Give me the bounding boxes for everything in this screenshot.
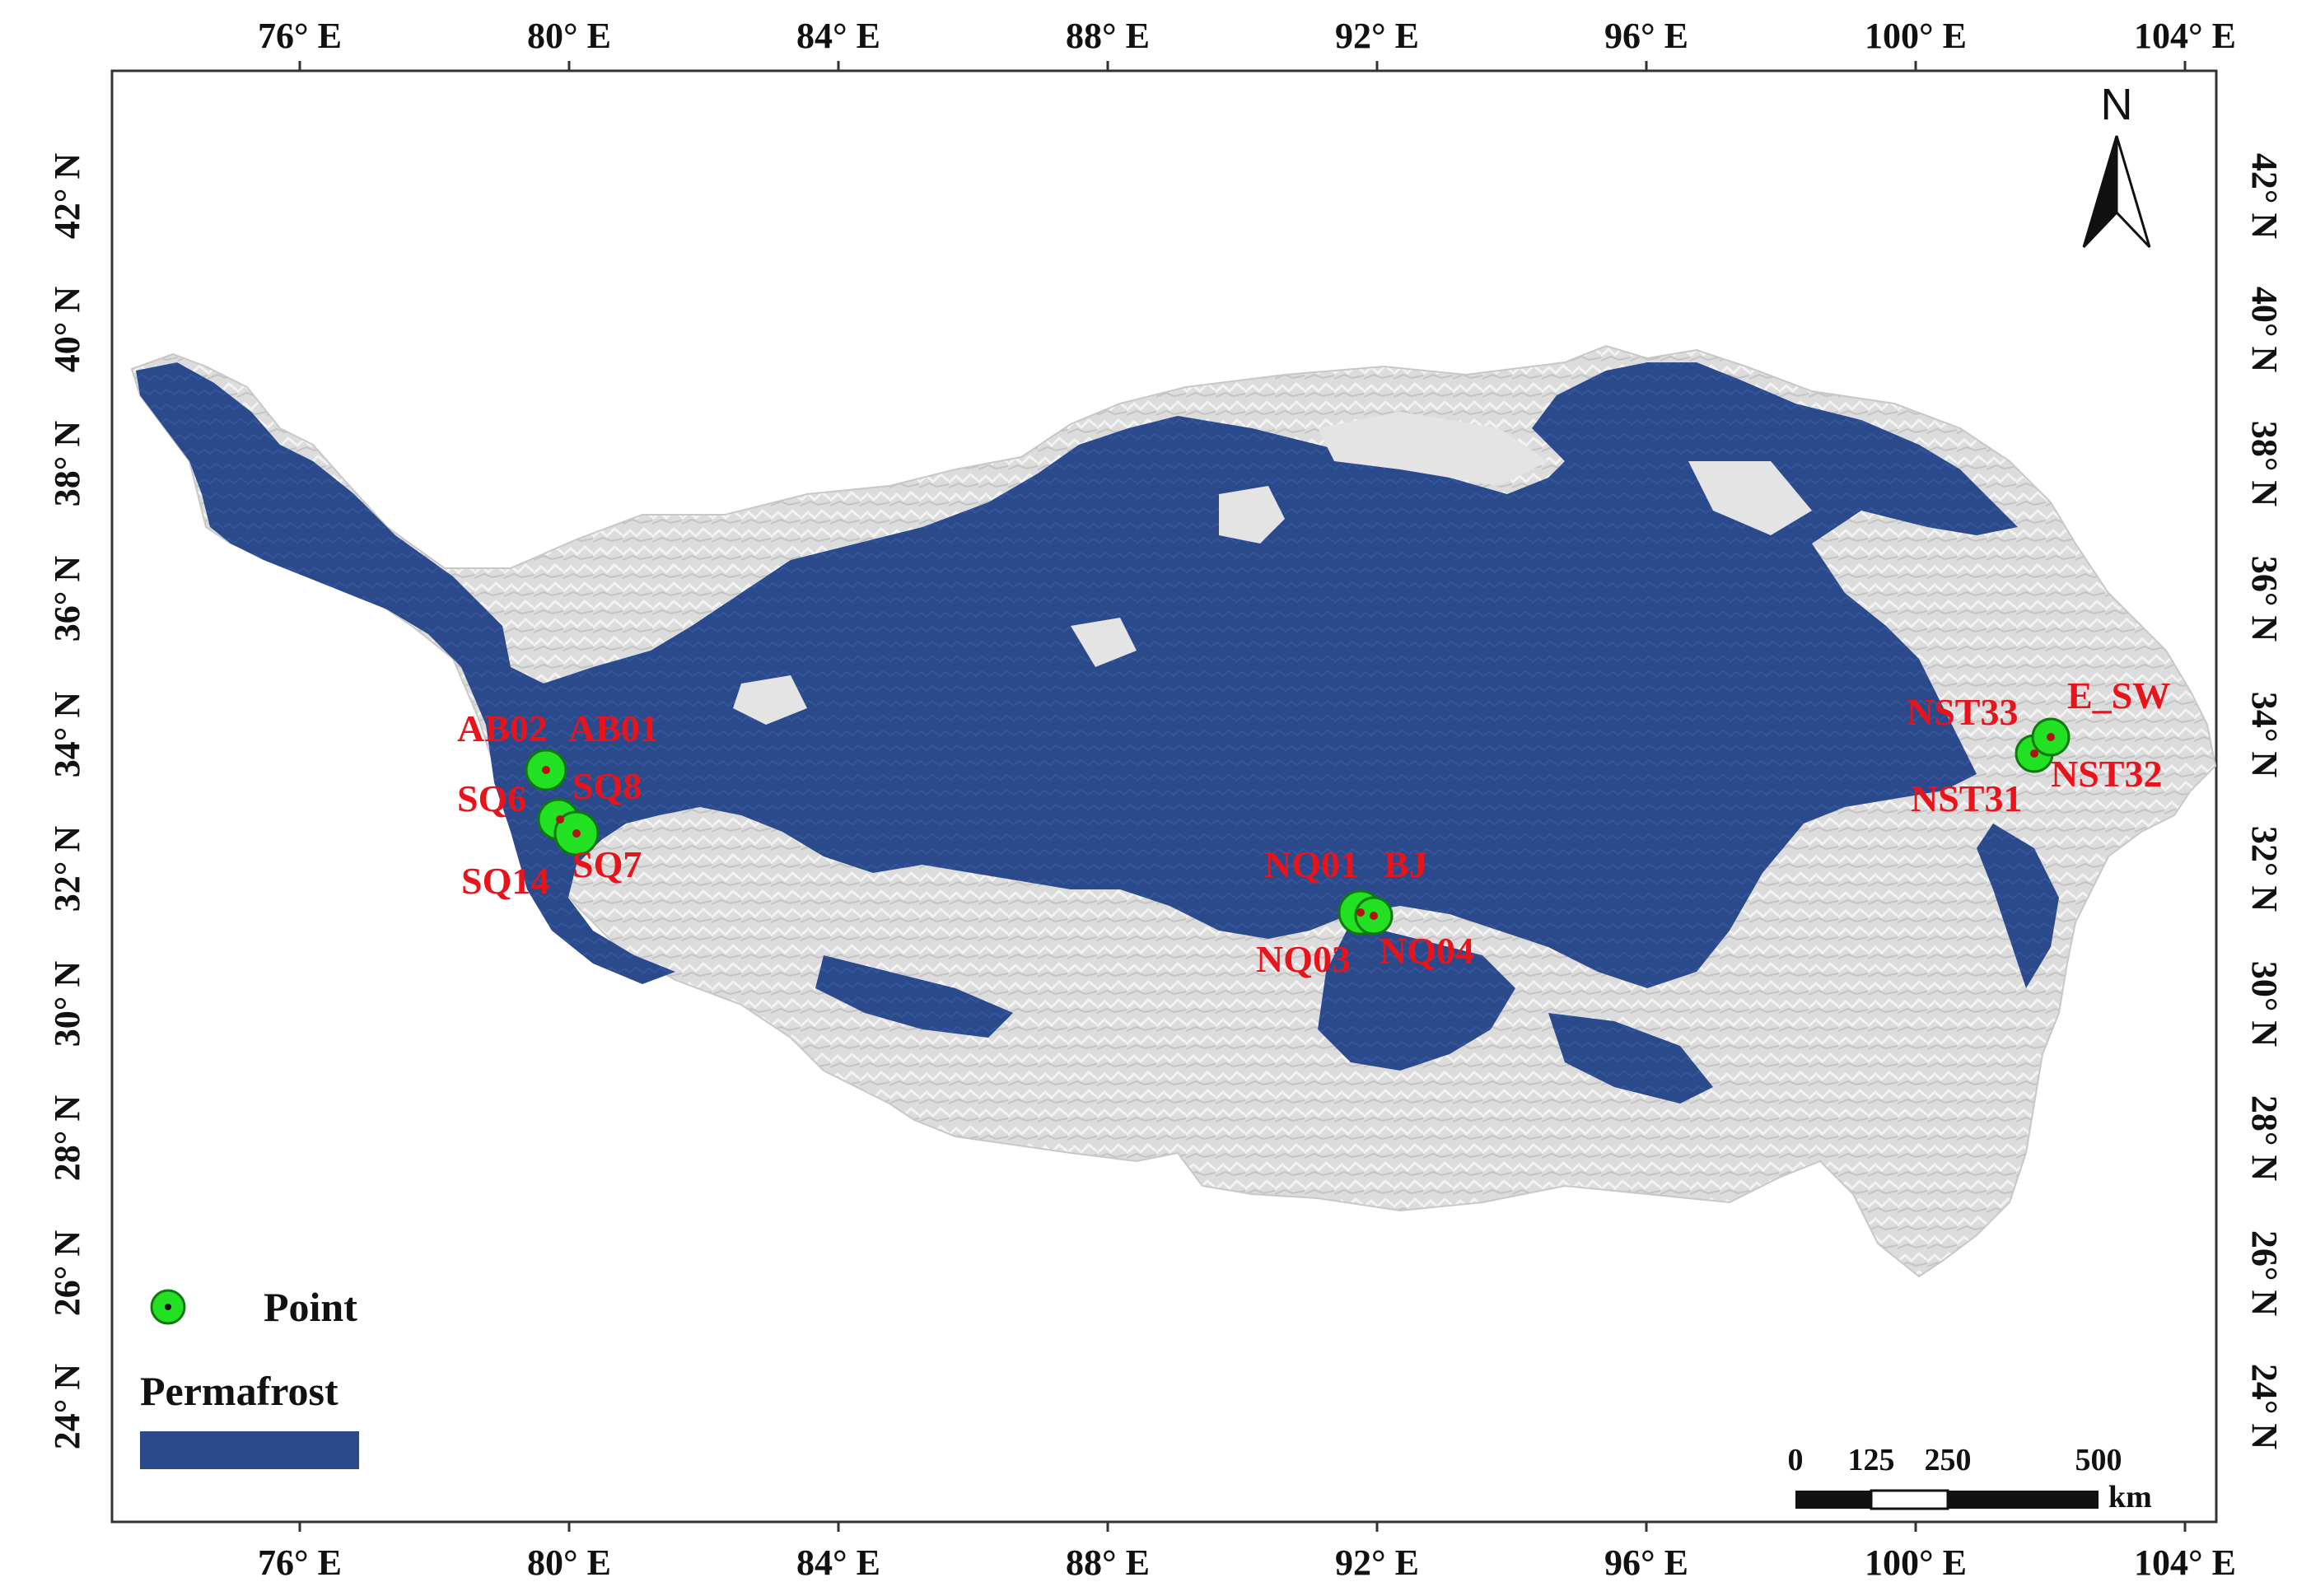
site-label: NST31 xyxy=(1911,777,2022,819)
site-point-centers xyxy=(542,733,2055,920)
terrain-hole xyxy=(733,675,807,725)
north-label: N xyxy=(2101,80,2133,129)
scale-tick: 0 xyxy=(1788,1443,1804,1477)
x-tick-label-top: 76° E xyxy=(258,16,342,56)
legend-point-label: Point xyxy=(264,1284,357,1330)
x-tick-label-top: 96° E xyxy=(1604,16,1688,56)
y-tick-label-left: 28° N xyxy=(47,1095,87,1182)
terrain-hole xyxy=(1318,412,1548,486)
x-tick-label-top: 100° E xyxy=(1865,16,1967,56)
legend: Point Permafrost xyxy=(140,1284,359,1469)
y-tick-label-left: 40° N xyxy=(47,287,87,373)
x-tick-label-bottom: 100° E xyxy=(1865,1542,1967,1583)
permafrost-area xyxy=(136,362,2018,988)
y-tick-label-right: 24° N xyxy=(2244,1364,2285,1450)
y-tick-label-left: 36° N xyxy=(47,556,87,642)
scale-tick: 500 xyxy=(2075,1443,2122,1477)
site-label: SQ6 xyxy=(457,777,526,819)
y-tick-label-left: 38° N xyxy=(47,421,87,507)
scale-tick: 125 xyxy=(1848,1443,1895,1477)
y-tick-label-right: 26° N xyxy=(2244,1230,2285,1317)
y-tick-label-right: 30° N xyxy=(2244,961,2285,1048)
x-tick-label-bottom: 80° E xyxy=(527,1542,611,1583)
y-tick-label-left: 24° N xyxy=(47,1364,87,1450)
site-label: NQ04 xyxy=(1380,930,1474,972)
y-tick-label-right: 40° N xyxy=(2244,287,2285,373)
permafrost-patch xyxy=(1548,1013,1713,1104)
permafrost-patch xyxy=(1318,922,1515,1071)
x-tick-label-top: 84° E xyxy=(796,16,880,56)
site-label: E_SW xyxy=(2067,674,2170,716)
terrain-hole xyxy=(1219,486,1285,544)
permafrost-patch xyxy=(815,955,1013,1038)
north-arrow-icon: N xyxy=(2082,80,2151,249)
x-tick-label-bottom: 88° E xyxy=(1066,1542,1150,1583)
legend-permafrost-label: Permafrost xyxy=(140,1368,338,1414)
y-tick-label-right: 34° N xyxy=(2244,692,2285,778)
y-tick-label-left: 42° N xyxy=(47,153,87,240)
site-label: AB02 xyxy=(457,707,548,749)
legend-permafrost-swatch xyxy=(140,1431,359,1469)
y-tick-label-left: 30° N xyxy=(47,961,87,1048)
site-label: NST32 xyxy=(2051,753,2162,795)
y-tick-label-right: 42° N xyxy=(2244,153,2285,240)
y-tick-label-left: 34° N xyxy=(47,692,87,778)
x-tick-label-bottom: 76° E xyxy=(258,1542,342,1583)
site-label: SQ8 xyxy=(572,765,642,807)
y-tick-label-right: 38° N xyxy=(2244,421,2285,507)
site-label: NST33 xyxy=(1907,691,2018,733)
permafrost-patch xyxy=(1977,824,2059,988)
x-tick-label-bottom: 92° E xyxy=(1335,1542,1419,1583)
scale-unit: km xyxy=(2108,1480,2152,1514)
y-tick-label-right: 28° N xyxy=(2244,1095,2285,1182)
terrain-hole xyxy=(1071,618,1137,667)
x-tick-label-bottom: 104° E xyxy=(2134,1542,2236,1583)
y-tick-label-right: 32° N xyxy=(2244,826,2285,912)
site-label: NQ01 xyxy=(1264,843,1359,885)
y-tick-label-right: 36° N xyxy=(2244,556,2285,642)
terrain-hole xyxy=(1688,461,1812,535)
x-tick-label-top: 88° E xyxy=(1066,16,1150,56)
site-label: AB01 xyxy=(568,707,659,749)
site-label: BJ xyxy=(1384,843,1428,885)
x-tick-label-bottom: 96° E xyxy=(1604,1542,1688,1583)
site-label: SQ14 xyxy=(461,860,549,902)
x-tick-label-top: 104° E xyxy=(2134,16,2236,56)
scale-tick: 250 xyxy=(1925,1443,1972,1477)
scale-bar: 0 125 250 500 km xyxy=(1788,1443,2152,1514)
y-tick-label-left: 26° N xyxy=(47,1230,87,1317)
x-tick-label-top: 80° E xyxy=(527,16,611,56)
x-tick-label-top: 92° E xyxy=(1335,16,1419,56)
x-tick-label-bottom: 84° E xyxy=(796,1542,880,1583)
x-ticks-marks xyxy=(298,61,2187,1532)
site-label: SQ7 xyxy=(572,843,642,885)
site-label: NQ03 xyxy=(1256,938,1351,980)
y-tick-label-left: 32° N xyxy=(47,826,87,912)
